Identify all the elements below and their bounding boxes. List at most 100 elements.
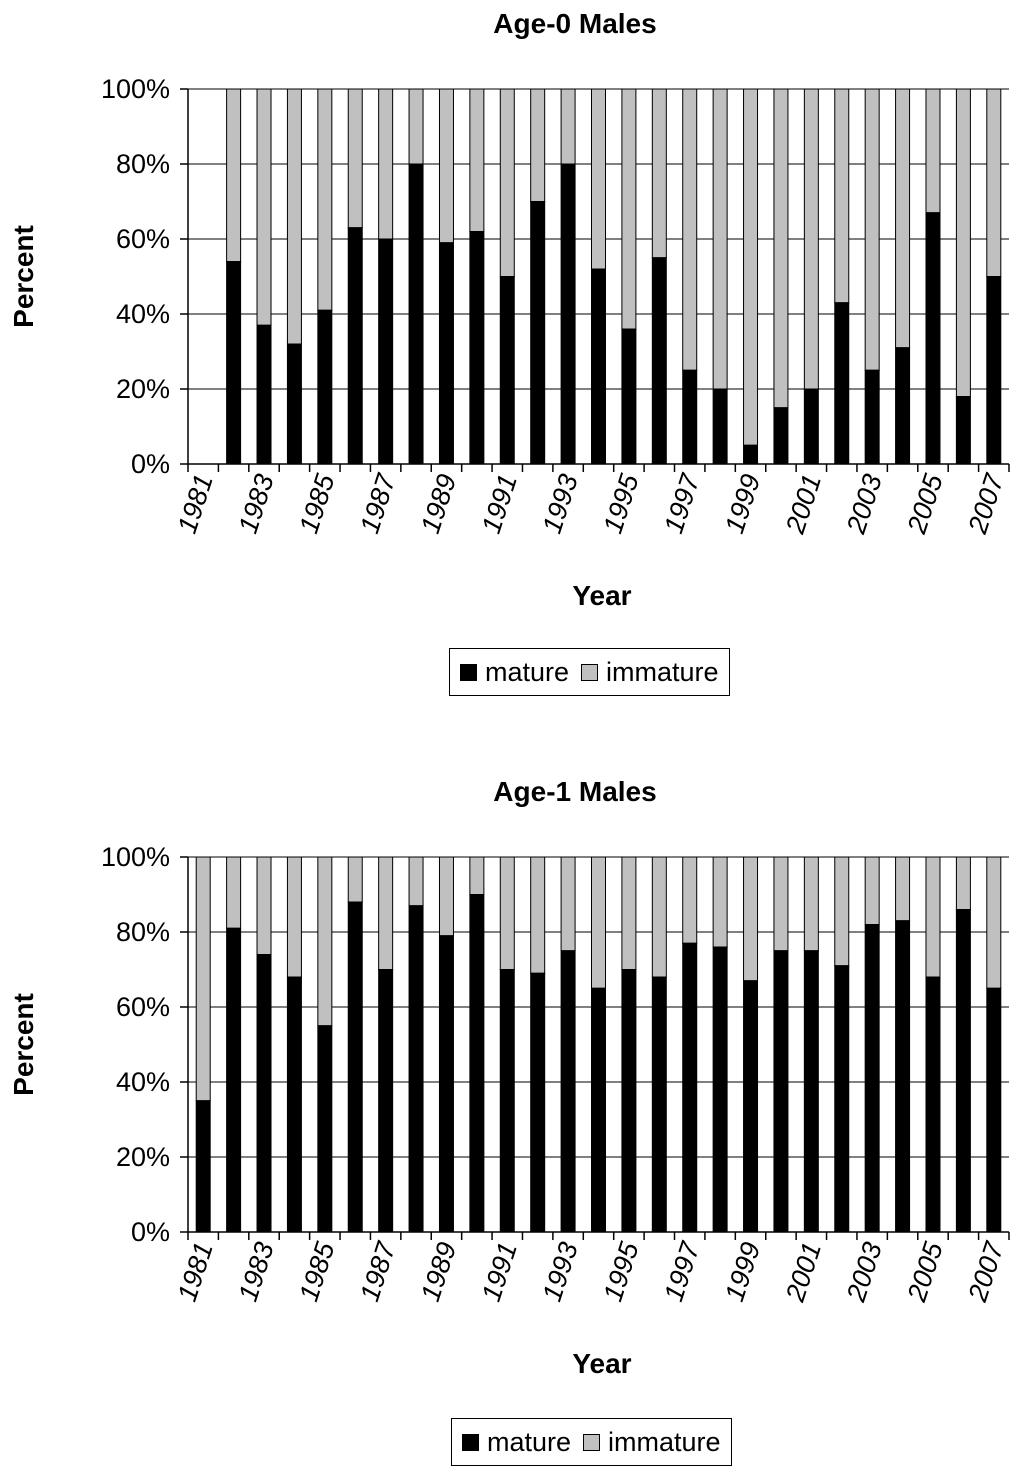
bar-mature-1986 xyxy=(347,227,363,465)
bar-mature-2004 xyxy=(895,920,911,1233)
bar-immature-1990 xyxy=(469,88,485,232)
bar-mature-2007 xyxy=(986,987,1002,1233)
bar-immature-1998 xyxy=(712,856,728,948)
bar-immature-1984 xyxy=(286,856,302,978)
bar-mature-2005 xyxy=(925,976,941,1233)
legend-label-mature: mature xyxy=(487,1426,572,1457)
bar-mature-2007 xyxy=(986,276,1002,465)
bar-mature-1992 xyxy=(530,972,546,1233)
y-tick-label: 80% xyxy=(116,917,170,947)
bar-mature-1993 xyxy=(560,163,576,465)
bar-immature-1988 xyxy=(408,856,424,907)
bar-immature-1999 xyxy=(743,88,759,446)
bar-mature-1986 xyxy=(347,901,363,1233)
bar-immature-2001 xyxy=(803,88,819,390)
bar-immature-1984 xyxy=(286,88,302,345)
bar-mature-2002 xyxy=(834,302,850,465)
chart-age1: Age-1 Males 0% 20% 40% 60% 80% 100% 1981 1983 198… xyxy=(0,768,1015,1467)
bar-immature-1996 xyxy=(651,856,667,978)
bar-immature-1996 xyxy=(651,88,667,259)
legend-label-immature: immature xyxy=(608,1426,721,1457)
legend-swatch-immature xyxy=(581,663,599,681)
bar-immature-1988 xyxy=(408,88,424,165)
bar-mature-2000 xyxy=(773,950,789,1233)
chart-title: Age-0 Males xyxy=(493,8,656,39)
y-tick-label: 40% xyxy=(116,1067,170,1097)
bar-immature-1983 xyxy=(256,88,272,326)
bar-immature-2006 xyxy=(955,856,971,910)
bar-immature-1982 xyxy=(226,856,242,929)
bar-mature-2006 xyxy=(955,396,971,465)
bar-immature-1993 xyxy=(560,856,576,952)
bar-mature-2002 xyxy=(834,965,850,1233)
bar-mature-1990 xyxy=(469,894,485,1233)
bar-immature-1987 xyxy=(378,856,394,970)
bar-mature-1989 xyxy=(438,242,454,465)
bar-mature-1991 xyxy=(499,969,515,1233)
bar-mature-1984 xyxy=(286,343,302,465)
bar-mature-1994 xyxy=(591,268,606,465)
bar-mature-2004 xyxy=(895,347,911,465)
bar-immature-2005 xyxy=(925,856,941,978)
bar-immature-1986 xyxy=(347,88,363,229)
bar-mature-2006 xyxy=(955,909,971,1233)
bar-immature-1999 xyxy=(743,856,759,982)
bar-mature-2005 xyxy=(925,212,941,465)
legend-age1: mature immature xyxy=(451,1418,732,1466)
bar-mature-1984 xyxy=(286,976,302,1233)
bar-mature-1994 xyxy=(591,987,606,1233)
bar-immature-1992 xyxy=(530,856,546,974)
bar-mature-1998 xyxy=(712,946,728,1233)
x-axis-label: Year xyxy=(572,580,631,611)
y-tick-label: 40% xyxy=(116,299,170,329)
y-tick-label: 0% xyxy=(131,1217,170,1247)
bar-mature-1985 xyxy=(317,309,333,465)
bar-mature-1999 xyxy=(743,444,759,465)
bar-immature-1995 xyxy=(621,856,637,970)
bar-mature-2001 xyxy=(803,388,819,465)
bar-mature-1985 xyxy=(317,1025,333,1233)
y-tick-label: 0% xyxy=(131,449,170,479)
bar-immature-1995 xyxy=(621,88,637,330)
y-tick-label: 100% xyxy=(101,842,170,872)
x-axis-label: Year xyxy=(572,1348,631,1379)
bar-immature-1994 xyxy=(591,856,606,989)
bar-mature-2003 xyxy=(864,924,880,1233)
bar-immature-1998 xyxy=(712,88,728,390)
bar-mature-1999 xyxy=(743,980,759,1233)
bar-mature-1996 xyxy=(651,976,667,1233)
bar-immature-1982 xyxy=(226,88,242,262)
bar-mature-1988 xyxy=(408,905,424,1233)
bar-immature-1981 xyxy=(195,856,211,1102)
bar-mature-1995 xyxy=(621,328,637,465)
bar-mature-1996 xyxy=(651,257,667,465)
bar-mature-1988 xyxy=(408,163,424,465)
bar-mature-1987 xyxy=(378,969,394,1233)
y-axis-label: Percent xyxy=(8,225,39,328)
bar-immature-1985 xyxy=(317,856,333,1027)
bar-mature-1993 xyxy=(560,950,576,1233)
bar-immature-2004 xyxy=(895,856,911,922)
legend-label-mature: mature xyxy=(485,656,570,687)
bar-immature-2002 xyxy=(834,856,850,967)
chart-title: Age-1 Males xyxy=(493,776,656,807)
bar-mature-1982 xyxy=(226,261,242,465)
bar-mature-1983 xyxy=(256,324,272,465)
bar-immature-2003 xyxy=(864,88,880,371)
bar-mature-1981 xyxy=(195,1100,211,1233)
bar-immature-1987 xyxy=(378,88,394,240)
y-tick-label: 80% xyxy=(116,149,170,179)
bar-immature-2007 xyxy=(986,88,1002,277)
bar-immature-1994 xyxy=(591,88,606,270)
y-axis-label: Percent xyxy=(8,993,39,1096)
bar-immature-2003 xyxy=(864,856,880,925)
bar-mature-1990 xyxy=(469,231,485,465)
bar-immature-2002 xyxy=(834,88,850,304)
bar-immature-1983 xyxy=(256,856,272,955)
bar-immature-2005 xyxy=(925,88,941,214)
bar-mature-2001 xyxy=(803,950,819,1233)
bar-immature-1992 xyxy=(530,88,546,202)
bar-immature-1991 xyxy=(499,856,515,970)
bar-immature-1985 xyxy=(317,88,333,311)
